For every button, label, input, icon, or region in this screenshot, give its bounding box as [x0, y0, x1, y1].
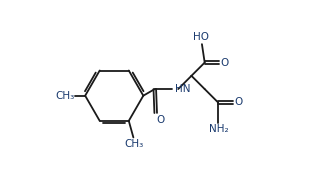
Text: HN: HN — [175, 84, 190, 94]
Text: CH₃: CH₃ — [124, 139, 143, 149]
Text: NH₂: NH₂ — [209, 124, 229, 134]
Text: O: O — [234, 97, 242, 107]
Text: O: O — [156, 115, 165, 125]
Text: HO: HO — [193, 32, 209, 42]
Text: O: O — [221, 58, 229, 68]
Text: CH₃: CH₃ — [55, 91, 75, 101]
